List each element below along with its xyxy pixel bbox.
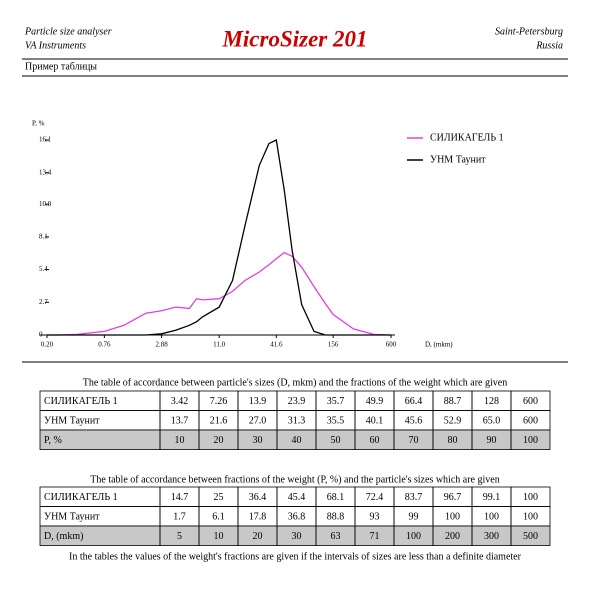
cell-value: 1.7	[173, 512, 186, 523]
x-tick-label: 0.20	[41, 341, 54, 349]
series-line	[47, 139, 391, 336]
row-shade	[40, 526, 550, 546]
row-header: УНМ Таунит	[44, 416, 100, 427]
cell-value: 88.7	[444, 396, 462, 407]
cell-value: 45.6	[405, 416, 423, 427]
cell-value: 10	[214, 531, 224, 542]
cell-value: 49.9	[366, 396, 384, 407]
cell-value: 10	[175, 435, 185, 446]
row-header: D, (mkm)	[44, 531, 83, 542]
cell-value: 500	[523, 531, 538, 542]
table-cell	[510, 429, 551, 450]
cell-value: 14.7	[171, 492, 189, 503]
cell-value: 90	[487, 435, 497, 446]
header-left: Particle size analyser	[24, 26, 112, 37]
cell-value: 50	[331, 435, 341, 446]
table-caption: The table of accordance between particle…	[83, 377, 507, 388]
cell-value: 23.9	[288, 396, 306, 407]
cell-value: 71	[370, 531, 380, 542]
table-cell	[510, 525, 551, 546]
cell-value: 99.1	[483, 492, 501, 503]
logo: MicroSizer 201	[221, 26, 367, 51]
x-tick-label: 41.6	[270, 341, 283, 349]
cell-value: 35.5	[327, 416, 345, 427]
cell-value: 35.7	[327, 396, 345, 407]
row-header: СИЛИКАГЕЛЬ 1	[44, 492, 118, 503]
cell-value: 45.4	[288, 492, 306, 503]
y-axis-label: P, %	[32, 120, 45, 128]
x-tick-label: 11.0	[213, 341, 225, 349]
cell-value: 13.9	[249, 396, 267, 407]
cell-value: 63	[331, 531, 341, 542]
cell-value: 36.4	[249, 492, 267, 503]
x-tick-label: 600	[386, 341, 397, 349]
cell-value: 40.1	[366, 416, 384, 427]
cell-value: 600	[523, 396, 538, 407]
y-tick-label: 8.1	[39, 233, 48, 241]
legend-label: СИЛИКАГЕЛЬ 1	[430, 132, 504, 143]
footnote: In the tables the values of the weight's…	[69, 551, 522, 562]
cell-value: 80	[448, 435, 458, 446]
cell-value: 72.4	[366, 492, 384, 503]
x-tick-label: 0.76	[98, 341, 111, 349]
cell-value: 5	[177, 531, 182, 542]
subtitle: Пример таблицы	[25, 61, 97, 72]
cell-value: 83.7	[405, 492, 423, 503]
cell-value: 200	[445, 531, 460, 542]
cell-value: 300	[484, 531, 499, 542]
cell-value: 96.7	[444, 492, 462, 503]
cell-value: 100	[445, 512, 460, 523]
cell-value: 27.0	[249, 416, 267, 427]
row-header: СИЛИКАГЕЛЬ 1	[44, 396, 118, 407]
x-tick-label: 2.88	[155, 341, 168, 349]
cell-value: 100	[523, 512, 538, 523]
cell-value: 70	[409, 435, 419, 446]
cell-value: 68.1	[327, 492, 345, 503]
cell-value: 7.26	[210, 396, 228, 407]
cell-value: 52.9	[444, 416, 462, 427]
header-left: VA Instruments	[25, 40, 86, 51]
cell-value: 65.0	[483, 416, 501, 427]
cell-value: 60	[370, 435, 380, 446]
row-header: УНМ Таунит	[44, 512, 100, 523]
row-header: P, %	[44, 435, 62, 446]
table-caption: The table of accordance between fraction…	[90, 474, 499, 485]
series-line	[47, 251, 392, 336]
cell-value: 40	[292, 435, 302, 446]
cell-value: 3.42	[171, 396, 189, 407]
y-tick-label: 5.4	[39, 265, 48, 273]
x-axis-label: D, (mkm)	[425, 341, 453, 349]
header-right: Russia	[535, 40, 563, 51]
cell-value: 100	[523, 492, 538, 503]
legend-label: УНМ Таунит	[430, 154, 486, 165]
y-tick-label: 2.7	[39, 298, 48, 306]
cell-value: 31.3	[288, 416, 306, 427]
cell-value: 100	[484, 512, 499, 523]
cell-value: 99	[409, 512, 419, 523]
cell-value: 100	[406, 531, 421, 542]
cell-value: 25	[214, 492, 224, 503]
cell-value: 17.8	[249, 512, 267, 523]
cell-value: 128	[484, 396, 499, 407]
y-tick-label: 0	[39, 331, 43, 339]
cell-value: 93	[370, 512, 380, 523]
cell-value: 66.4	[405, 396, 423, 407]
row-shade	[40, 430, 550, 450]
header-right: Saint-Petersburg	[495, 26, 563, 37]
cell-value: 13.7	[171, 416, 189, 427]
cell-value: 20	[253, 531, 263, 542]
cell-value: 600	[523, 416, 538, 427]
cell-value: 30	[292, 531, 302, 542]
x-tick-label: 156	[328, 341, 339, 349]
cell-value: 88.8	[327, 512, 345, 523]
cell-value: 30	[253, 435, 263, 446]
cell-value: 36.8	[288, 512, 306, 523]
cell-value: 100	[523, 435, 538, 446]
cell-value: 6.1	[212, 512, 225, 523]
cell-value: 21.6	[210, 416, 228, 427]
cell-value: 20	[214, 435, 224, 446]
